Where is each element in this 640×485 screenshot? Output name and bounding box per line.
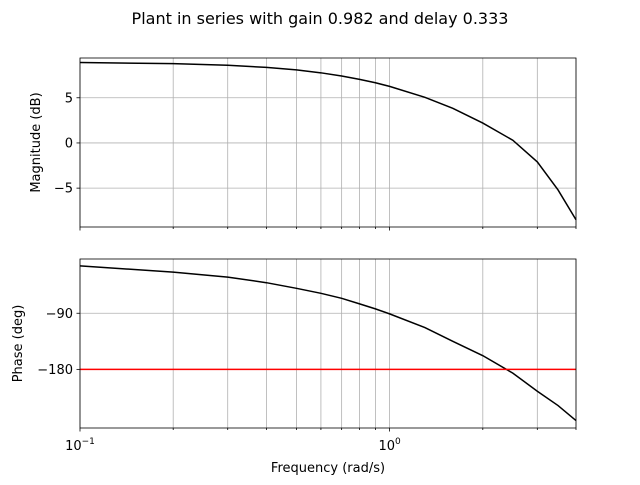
magnitude-series bbox=[79, 61, 577, 221]
magnitude-axes-frame bbox=[79, 57, 577, 228]
magnitude-panel: 5 0 −5 Magnitude (dB) bbox=[29, 57, 577, 231]
phase-series bbox=[79, 265, 577, 422]
x-tick-label: 100 bbox=[378, 437, 401, 454]
magnitude-y-axis-label: Magnitude (dB) bbox=[29, 92, 44, 192]
ph-series-line-0 bbox=[79, 265, 577, 422]
phase-grid bbox=[79, 259, 577, 428]
mag-series-line-0 bbox=[79, 61, 577, 221]
phase-axes-frame bbox=[79, 258, 577, 429]
phase-y-axis-label: Phase (deg) bbox=[11, 305, 26, 383]
magnitude-ticks: 5 0 −5 bbox=[54, 91, 577, 231]
y-tick-label: 5 bbox=[65, 91, 73, 106]
x-tick-label: 10−1 bbox=[65, 437, 95, 454]
magnitude-grid bbox=[79, 58, 577, 227]
y-tick-label: −5 bbox=[54, 182, 73, 197]
chart-title: Plant in series with gain 0.982 and dela… bbox=[132, 9, 509, 28]
phase-panel: −90 −180 10−1 100 Phase (deg) Frequency (ra… bbox=[11, 258, 577, 476]
y-tick-label: 0 bbox=[65, 136, 73, 151]
y-tick-label: −90 bbox=[46, 307, 73, 322]
x-axis-label: Frequency (rad/s) bbox=[271, 461, 385, 476]
phase-ticks: −90 −180 10−1 100 bbox=[37, 307, 577, 454]
y-tick-label: −180 bbox=[37, 363, 73, 378]
